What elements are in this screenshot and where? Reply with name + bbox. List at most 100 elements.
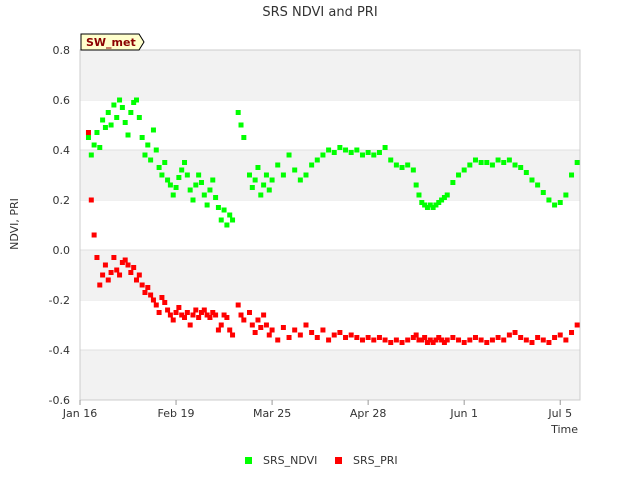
grid-band (80, 150, 580, 200)
y-tick-label: -0.6 (49, 394, 70, 407)
srs-pri-point (91, 232, 97, 238)
srs-pri-point (224, 315, 230, 320)
x-tick-label: Jan 16 (62, 407, 97, 420)
srs-pri-point (441, 340, 447, 345)
srs-ndvi-point (204, 202, 210, 208)
srs-pri-point (419, 337, 425, 343)
srs-ndvi-point (444, 192, 450, 198)
y-tick-label: 0.0 (53, 244, 71, 257)
srs-ndvi-point (263, 172, 269, 178)
legend-swatch (245, 457, 252, 464)
srs-ndvi-point (131, 100, 137, 105)
srs-ndvi-point (173, 185, 179, 190)
legend-label: SRS_NDVI (263, 454, 317, 467)
srs-ndvi-point (501, 160, 507, 165)
srs-ndvi-point (215, 205, 221, 210)
y-tick-label: 0.8 (53, 44, 71, 57)
srs-pri-point (326, 337, 332, 343)
srs-pri-point (354, 335, 360, 340)
srs-ndvi-point (478, 160, 484, 165)
srs-pri-point (238, 312, 244, 318)
srs-pri-point (122, 257, 128, 263)
x-tick-label: Mar 25 (253, 407, 291, 420)
srs-pri-point (182, 315, 188, 320)
srs-pri-point (148, 292, 154, 298)
srs-pri-point (210, 310, 216, 315)
srs-pri-point (218, 322, 224, 328)
site-label: SW_met (80, 33, 145, 51)
srs-ndvi-point (246, 172, 252, 178)
srs-pri-point (410, 335, 416, 340)
srs-ndvi-point (102, 125, 108, 130)
srs-ndvi-point (569, 172, 575, 178)
srs-pri-point (439, 337, 445, 343)
srs-pri-point (552, 335, 558, 340)
srs-ndvi-point (512, 162, 518, 168)
srs-ndvi-point (97, 145, 103, 150)
srs-pri-point (365, 335, 371, 340)
srs-ndvi-point (266, 187, 272, 193)
srs-pri-point (467, 337, 473, 343)
srs-ndvi-point (224, 222, 230, 228)
site-label-text: SW_met (86, 36, 136, 49)
srs-pri-point (563, 337, 569, 343)
x-axis-label: Time (550, 423, 578, 436)
srs-pri-point (436, 335, 442, 340)
srs-ndvi-point (165, 177, 171, 183)
srs-ndvi-point (213, 195, 219, 200)
grid-bands (80, 49, 580, 400)
y-axis-label: NDVI, PRI (8, 198, 21, 250)
srs-pri-point (153, 302, 159, 308)
srs-pri-point (100, 272, 106, 278)
srs-pri-point (255, 317, 261, 323)
srs-pri-point (187, 322, 193, 328)
srs-pri-point (249, 322, 255, 328)
srs-pri-point (501, 337, 507, 343)
srs-pri-point (292, 327, 298, 333)
srs-ndvi-point (261, 182, 267, 188)
srs-pri-point (266, 332, 272, 338)
srs-ndvi-point (184, 172, 190, 178)
srs-pri-point (416, 337, 422, 343)
srs-pri-point (150, 297, 156, 303)
srs-pri-point (331, 332, 337, 338)
srs-ndvi-point (382, 145, 388, 150)
srs-pri-point (484, 340, 490, 345)
plot-frame (79, 49, 581, 401)
srs-pri-point (433, 337, 439, 343)
legend-label: SRS_PRI (353, 454, 398, 467)
srs-pri-point (424, 340, 430, 345)
chart-title: SRS NDVI and PRI (262, 5, 377, 20)
srs-ndvi-point (136, 115, 142, 120)
srs-pri-point (184, 310, 190, 315)
srs-ndvi-point (303, 172, 309, 178)
srs-pri-point (167, 312, 173, 318)
srs-pri-point (201, 307, 207, 313)
srs-pri-point (280, 325, 286, 330)
srs-pri-point (261, 312, 267, 318)
srs-ndvi-point (142, 152, 148, 158)
srs-pri-point (102, 262, 108, 268)
srs-ndvi-point (461, 167, 467, 173)
srs-ndvi-point (552, 202, 558, 208)
srs-ndvi-point (179, 167, 185, 173)
srs-pri-point (204, 312, 210, 318)
srs-ndvi-point (167, 182, 173, 188)
y-tick-label: 0.2 (53, 194, 71, 207)
srs-pri-point (427, 337, 433, 343)
srs-pri-point (125, 262, 131, 268)
srs-pri-point (320, 327, 326, 333)
srs-pri-point (131, 265, 137, 270)
y-tick-label: -0.2 (49, 294, 70, 307)
legend: SRS_NDVI SRS_PRI (245, 454, 398, 467)
srs-ndvi-point (529, 177, 535, 183)
srs-pri-point (213, 312, 219, 318)
srs-pri-point (114, 267, 120, 273)
srs-ndvi-point (472, 157, 478, 163)
srs-pri-point (461, 340, 467, 345)
srs-ndvi-point (314, 157, 320, 163)
srs-pri-point (258, 325, 264, 330)
srs-pri-point (215, 327, 221, 333)
srs-pri-point (252, 330, 258, 335)
srs-ndvi-point (145, 142, 151, 148)
